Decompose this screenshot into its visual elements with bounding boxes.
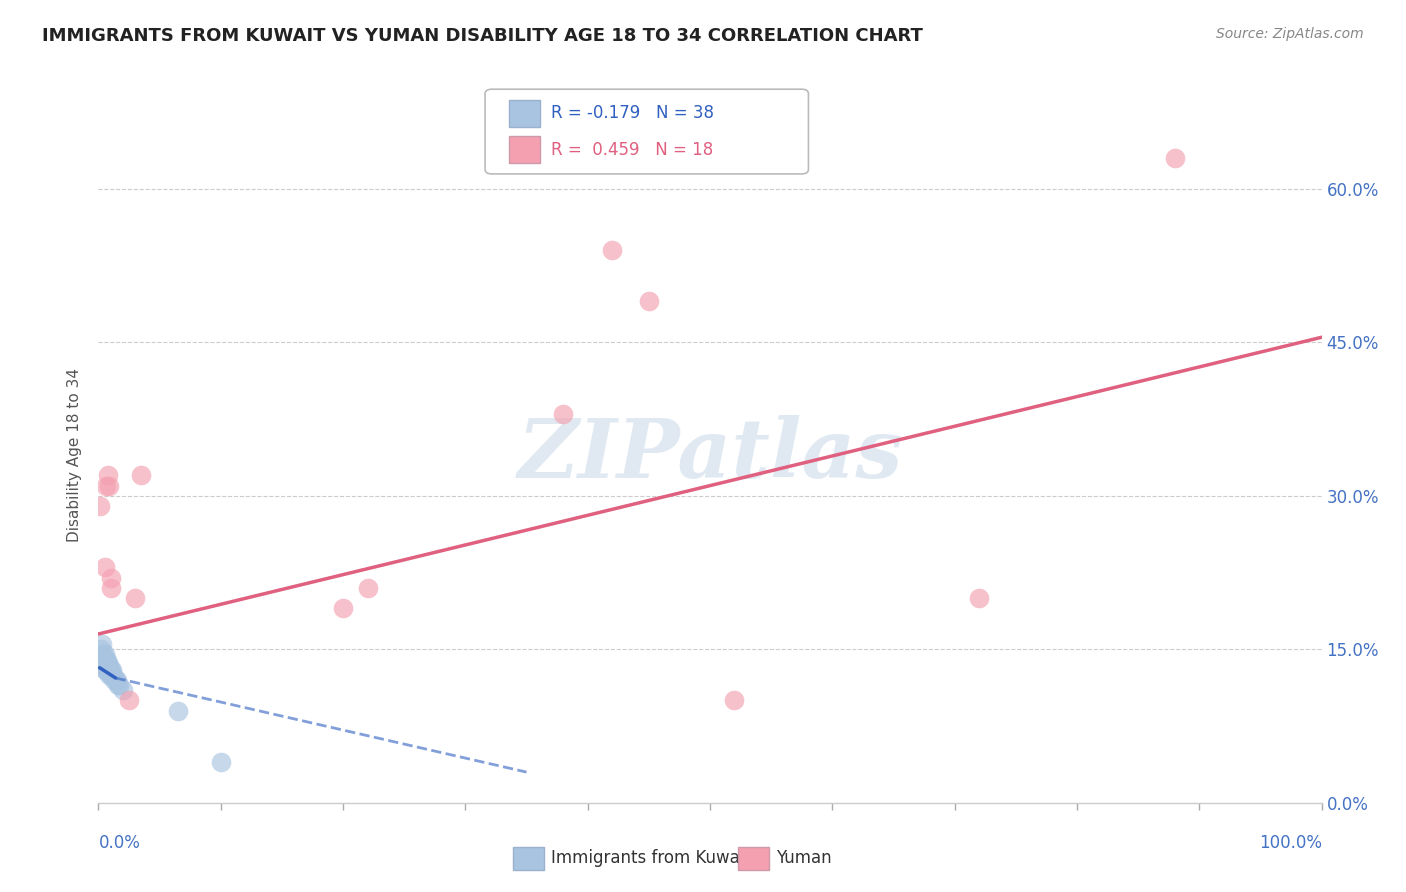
Point: [356, 581, 378, 595]
Text: ZIPatlas: ZIPatlas: [517, 415, 903, 495]
Point: [94, 663, 117, 677]
Point: [1164, 151, 1187, 165]
Point: [108, 678, 131, 692]
Text: 100.0%: 100.0%: [1258, 834, 1322, 852]
Text: Source: ZipAtlas.com: Source: ZipAtlas.com: [1216, 27, 1364, 41]
Point: [167, 704, 190, 718]
Text: Yuman: Yuman: [776, 849, 832, 867]
Point: [967, 591, 990, 606]
Point: [100, 663, 122, 677]
Text: R =  0.459   N = 18: R = 0.459 N = 18: [551, 141, 713, 159]
Text: 0.0%: 0.0%: [98, 834, 141, 852]
Text: Immigrants from Kuwait: Immigrants from Kuwait: [551, 849, 751, 867]
Point: [98, 663, 121, 677]
Point: [107, 678, 129, 692]
Point: [94, 652, 117, 666]
Point: [97, 657, 120, 672]
Point: [97, 663, 120, 677]
Point: [89, 499, 111, 513]
Text: IMMIGRANTS FROM KUWAIT VS YUMAN DISABILITY AGE 18 TO 34 CORRELATION CHART: IMMIGRANTS FROM KUWAIT VS YUMAN DISABILI…: [42, 27, 924, 45]
Point: [94, 657, 117, 672]
Point: [101, 663, 124, 677]
Point: [91, 652, 114, 666]
Point: [723, 693, 745, 707]
Point: [111, 683, 134, 698]
Point: [101, 668, 124, 682]
Point: [93, 652, 115, 666]
Point: [103, 673, 125, 687]
Point: [89, 652, 111, 666]
Point: [100, 571, 122, 585]
Point: [96, 657, 118, 672]
Point: [100, 668, 122, 682]
Point: [100, 668, 122, 682]
Point: [91, 637, 114, 651]
Point: [553, 407, 575, 421]
Point: [129, 468, 152, 483]
Point: [101, 668, 124, 682]
Point: [600, 244, 623, 258]
Point: [96, 663, 118, 677]
Point: [97, 468, 120, 483]
Point: [90, 652, 112, 666]
Point: [93, 648, 115, 662]
Point: [105, 673, 128, 687]
Point: [98, 657, 121, 672]
Point: [104, 673, 127, 687]
Point: [118, 693, 141, 707]
Point: [93, 560, 115, 574]
Point: [124, 591, 146, 606]
Text: R = -0.179   N = 38: R = -0.179 N = 38: [551, 104, 714, 122]
Point: [91, 652, 114, 666]
Point: [91, 652, 114, 666]
Point: [332, 601, 354, 615]
Point: [98, 668, 121, 682]
Point: [93, 663, 115, 677]
Point: [91, 648, 114, 662]
Point: [97, 657, 120, 672]
Point: [96, 663, 118, 677]
Point: [209, 755, 232, 769]
Point: [94, 478, 117, 492]
Point: [98, 478, 121, 492]
Point: [100, 581, 122, 595]
Point: [638, 294, 661, 309]
Point: [90, 642, 112, 657]
Y-axis label: Disability Age 18 to 34: Disability Age 18 to 34: [67, 368, 83, 542]
Point: [96, 652, 118, 666]
